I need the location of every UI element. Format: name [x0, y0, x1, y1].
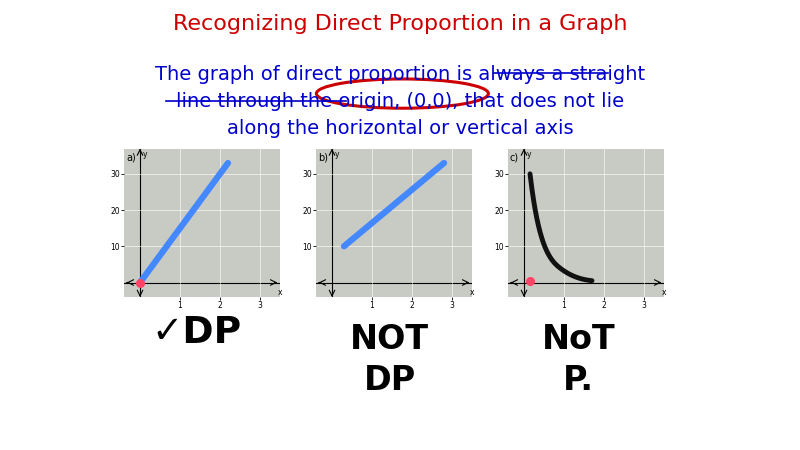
Text: ✓DP: ✓DP	[151, 315, 241, 351]
Text: line through the origin, (0,0), that does not lie: line through the origin, (0,0), that doe…	[176, 92, 624, 111]
Text: x: x	[470, 288, 474, 297]
Text: DP: DP	[363, 364, 416, 397]
Text: NOT: NOT	[350, 323, 429, 356]
Text: c): c)	[510, 152, 519, 162]
Text: y: y	[527, 150, 532, 159]
Text: x: x	[278, 288, 282, 297]
Text: x: x	[662, 288, 666, 297]
Text: y: y	[335, 150, 340, 159]
Text: NoT: NoT	[542, 323, 615, 356]
Text: b): b)	[318, 152, 328, 162]
Text: a): a)	[126, 152, 136, 162]
Text: along the horizontal or vertical axis: along the horizontal or vertical axis	[226, 119, 574, 138]
Text: The graph of direct proportion is always a straight: The graph of direct proportion is always…	[155, 65, 645, 84]
Text: Recognizing Direct Proportion in a Graph: Recognizing Direct Proportion in a Graph	[173, 14, 627, 33]
Text: y: y	[143, 150, 148, 159]
Text: P.: P.	[563, 364, 594, 397]
